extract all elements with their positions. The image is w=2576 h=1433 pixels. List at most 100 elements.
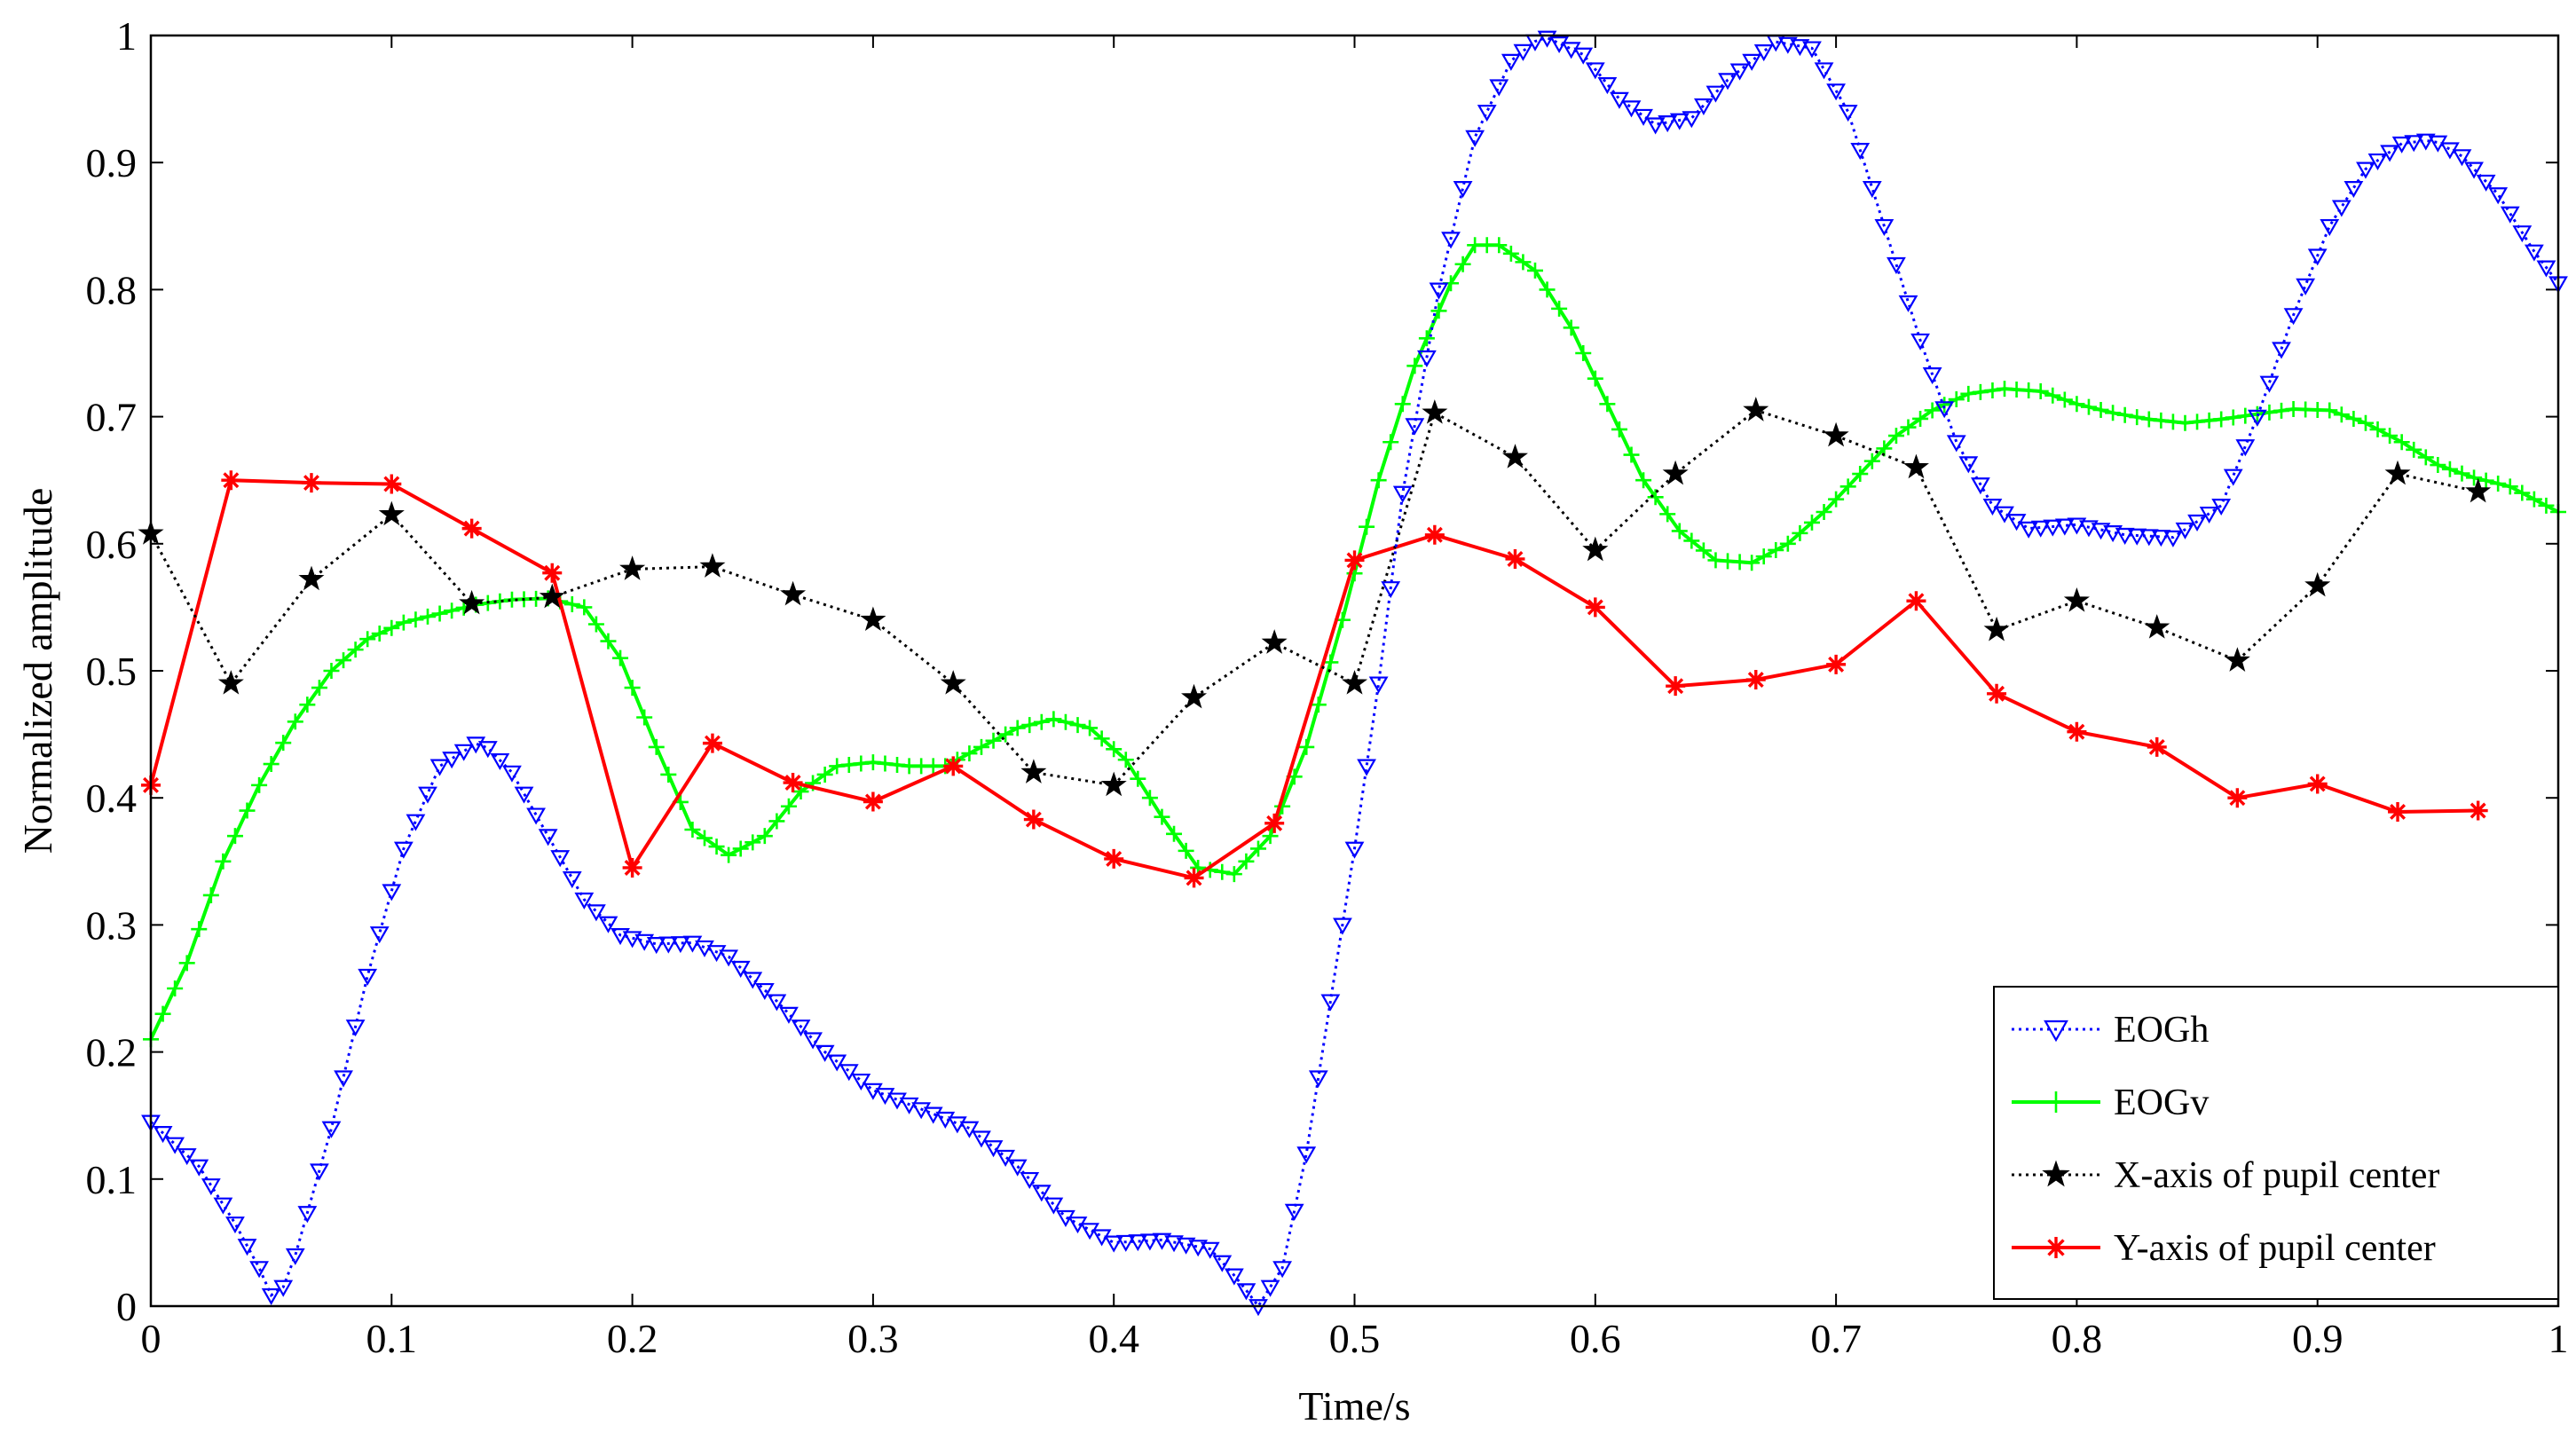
data-point [189, 1159, 209, 1177]
data-point [779, 1006, 799, 1024]
y-tick-label: 0.4 [86, 776, 138, 821]
y-tick-label: 0.2 [86, 1030, 138, 1075]
data-point [622, 931, 642, 949]
data-point [1623, 446, 1640, 463]
data-point [2272, 342, 2291, 359]
data-point [721, 846, 737, 863]
y-tick-label: 0.3 [86, 902, 138, 948]
legend-marker [2042, 1160, 2070, 1187]
data-point [1970, 477, 1990, 495]
data-point [1984, 382, 2001, 399]
data-point [1405, 418, 1425, 436]
data-point [851, 1073, 871, 1091]
data-point [983, 1140, 1004, 1158]
data-point [2490, 476, 2507, 492]
data-point [2175, 522, 2195, 539]
data-point [2283, 308, 2304, 326]
data-point [1009, 720, 1026, 736]
data-point [1296, 1146, 1317, 1164]
legend-entry-eogv: EOGv [2012, 1083, 2209, 1123]
data-point [2259, 375, 2280, 393]
data-point [2476, 174, 2496, 192]
data-point [1790, 39, 1810, 57]
data-point [1634, 108, 1653, 126]
data-point [1031, 1185, 1052, 1202]
data-point [2103, 525, 2123, 543]
data-point [840, 756, 857, 773]
data-point [215, 853, 232, 870]
series-eogh [141, 30, 2568, 1317]
data-point [239, 802, 256, 819]
data-point [2223, 468, 2243, 486]
x-tick-label: 0.9 [2292, 1316, 2344, 1361]
data-point [2384, 460, 2411, 485]
axes-ticks: 0 0.1 0.2 0.3 0.4 0.5 0.6 0.7 0.8 0.9 1 0 0.1 0.2 0.3 0… [86, 13, 2569, 1361]
data-point [2067, 721, 2087, 742]
data-point [2147, 736, 2167, 757]
data-point [2452, 149, 2472, 167]
data-point [1611, 421, 1627, 437]
data-point [1093, 730, 1110, 747]
data-point [1802, 41, 1822, 59]
series-line-x-axis-of-pupil-center [149, 408, 2479, 787]
data-point [2321, 402, 2338, 419]
data-point [574, 892, 595, 909]
data-point [1359, 518, 1375, 535]
data-point [2524, 244, 2544, 262]
y-tick-label: 0.7 [86, 395, 138, 440]
data-point [780, 580, 807, 606]
data-point [1505, 548, 1525, 569]
data-point [636, 709, 653, 726]
legend-label: EOGh [2114, 1010, 2209, 1051]
data-point [1669, 113, 1690, 130]
y-tick-label: 0.9 [86, 140, 138, 185]
data-point [1370, 472, 1387, 489]
data-point [887, 1092, 907, 1110]
data-point [1948, 391, 1965, 408]
data-point [502, 765, 522, 783]
data-point [1115, 1234, 1136, 1252]
data-point [756, 828, 773, 845]
data-point [829, 758, 846, 775]
data-point [562, 871, 582, 889]
data-point [1394, 396, 1411, 413]
data-point [2441, 461, 2458, 477]
data-point [2345, 410, 2362, 427]
data-point [1922, 367, 1942, 385]
data-point [334, 1070, 353, 1088]
data-point [2237, 407, 2254, 424]
data-point [1416, 350, 1437, 367]
data-point [2068, 396, 2085, 413]
data-point [154, 1005, 171, 1022]
data-point [323, 663, 340, 679]
x-tick-label: 1 [2548, 1316, 2569, 1361]
legend-label: EOGv [2114, 1083, 2209, 1123]
data-point [1587, 370, 1603, 387]
data-point [646, 937, 666, 955]
data-point [1987, 683, 2007, 704]
series-y-axis-of-pupil-center [141, 470, 2488, 888]
data-point [1755, 548, 1772, 565]
data-point [2404, 135, 2424, 153]
legend-entry-x-axis-of-pupil-center: X-axis of pupil center [2012, 1155, 2439, 1196]
data-point [263, 756, 280, 773]
data-point [1392, 485, 1413, 503]
data-point [371, 625, 388, 642]
data-point [1768, 541, 1784, 558]
x-tick-label: 0 [141, 1316, 161, 1361]
data-point [587, 616, 604, 633]
data-point [923, 1106, 943, 1124]
data-point [2382, 428, 2399, 445]
data-point [2043, 519, 2063, 537]
data-point [1816, 504, 1832, 520]
data-point [1007, 1159, 1028, 1177]
data-point [1906, 591, 1926, 611]
data-point [1069, 717, 1086, 734]
data-point [1298, 738, 1315, 755]
data-point [1178, 842, 1194, 859]
data-point [1910, 333, 1930, 350]
data-point [1166, 825, 1183, 842]
data-point [1501, 444, 1528, 468]
data-point [359, 631, 376, 648]
data-point [1902, 453, 1929, 479]
